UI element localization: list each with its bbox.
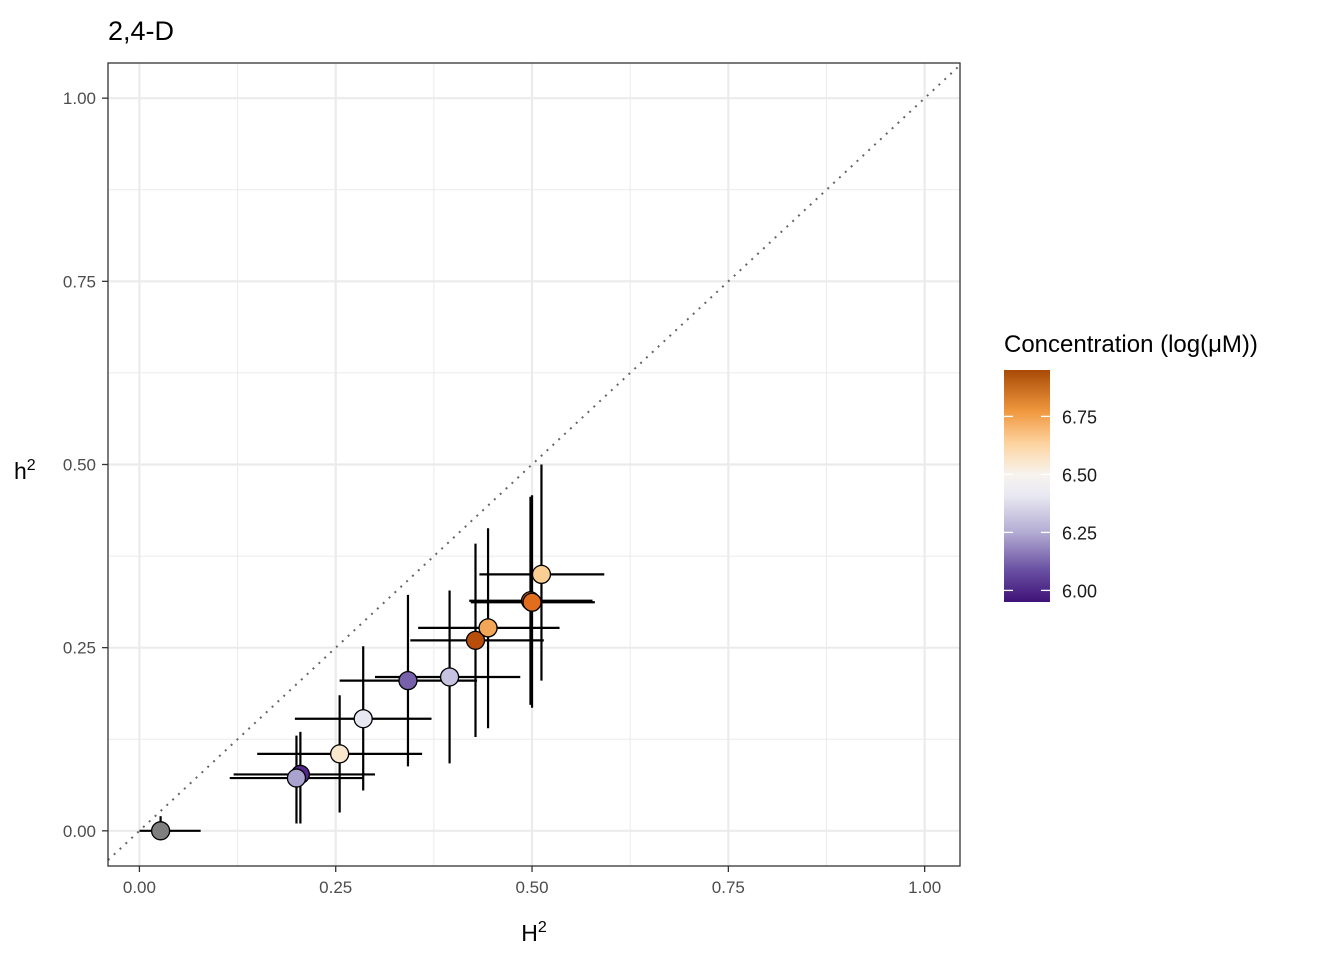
legend-colorbar <box>1004 370 1050 602</box>
chart-title: 2,4-D <box>108 16 174 46</box>
x-axis-title: H2 <box>521 919 547 946</box>
x-tick-label: 0.25 <box>319 878 352 897</box>
y-axis-title: h2 <box>14 457 36 484</box>
y-tick-label: 1.00 <box>63 89 96 108</box>
legend-ticks: 6.00 6.25 6.50 6.75 <box>1004 407 1097 601</box>
data-point <box>465 630 486 650</box>
reference-line <box>107 64 961 861</box>
legend-tick-label: 6.50 <box>1062 465 1097 485</box>
y-tick-label: 0.25 <box>63 639 96 658</box>
x-tick-label: 0.50 <box>515 878 548 897</box>
data-point <box>329 744 350 764</box>
x-axis: 0.00 0.25 0.50 0.75 1.00 <box>123 866 941 897</box>
data-point <box>478 618 498 638</box>
legend-title: Concentration (log(μM)) <box>1004 331 1258 358</box>
data-point <box>531 564 552 585</box>
y-axis-title-superscript: 2 <box>27 457 36 474</box>
y-axis: 0.00 0.25 0.50 0.75 1.00 <box>63 89 108 841</box>
data-point <box>398 670 418 691</box>
x-tick-label: 1.00 <box>908 878 941 897</box>
x-tick-label: 0.00 <box>123 878 156 897</box>
y-tick-label: 0.75 <box>63 272 96 291</box>
legend-tick-label: 6.00 <box>1062 581 1097 601</box>
y-tick-label: 0.50 <box>63 456 96 475</box>
data-point <box>522 592 542 612</box>
x-tick-label: 0.75 <box>712 878 745 897</box>
data-point <box>150 821 171 841</box>
y-axis-title-text: h <box>14 458 27 484</box>
data-point <box>286 768 307 788</box>
data-points <box>150 564 552 841</box>
legend: Concentration (log(μM)) 6.00 6.25 6.50 6.75 <box>1004 331 1258 602</box>
x-axis-title-text: H <box>521 920 538 946</box>
data-point <box>439 667 460 687</box>
data-point <box>353 709 373 729</box>
legend-tick-label: 6.25 <box>1062 523 1097 543</box>
x-axis-title-superscript: 2 <box>538 919 547 936</box>
grid-major <box>108 63 960 866</box>
y-tick-label: 0.00 <box>63 822 96 841</box>
legend-tick-label: 6.75 <box>1062 407 1097 427</box>
